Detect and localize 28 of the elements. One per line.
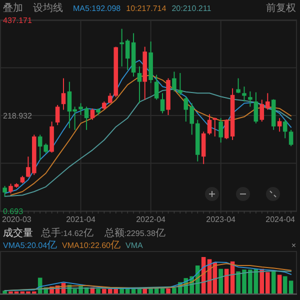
y-tick-label: 437.171: [3, 16, 32, 24]
text: 叠加: [3, 2, 23, 14]
text: MA5:192.098: [73, 4, 122, 13]
bar: [166, 288, 170, 294]
bar: [277, 274, 282, 294]
bar: [282, 276, 288, 294]
x-tick-label: 2024-04: [266, 215, 296, 224]
text: 设均线: [33, 2, 63, 14]
text: VMA10:22.60亿: [62, 240, 121, 251]
bar: [218, 268, 223, 294]
y-tick-label: 218.932: [3, 111, 32, 120]
text: 总额:2295.38亿: [103, 227, 166, 239]
x-tick-label: 2020-03: [2, 215, 32, 224]
x-tick-label: 2023-04: [206, 215, 236, 224]
text: 总手:14.62亿: [40, 227, 94, 239]
text: VMA: [126, 241, 144, 250]
text: 20:210.211: [172, 4, 212, 13]
text: ×: [291, 241, 296, 250]
text: VMA5:20.04亿: [3, 240, 58, 251]
chart-title: 成交量: [3, 227, 33, 239]
text: 10:217.714: [126, 4, 167, 13]
text: 前复权: [266, 2, 296, 14]
bar: [288, 280, 294, 294]
x-tick-label: 2022-04: [136, 215, 166, 224]
x-tick-label: 2021-04: [66, 215, 96, 224]
bar: [271, 271, 276, 294]
bar: [96, 288, 100, 294]
y-tick-label: 0.693: [3, 206, 24, 216]
